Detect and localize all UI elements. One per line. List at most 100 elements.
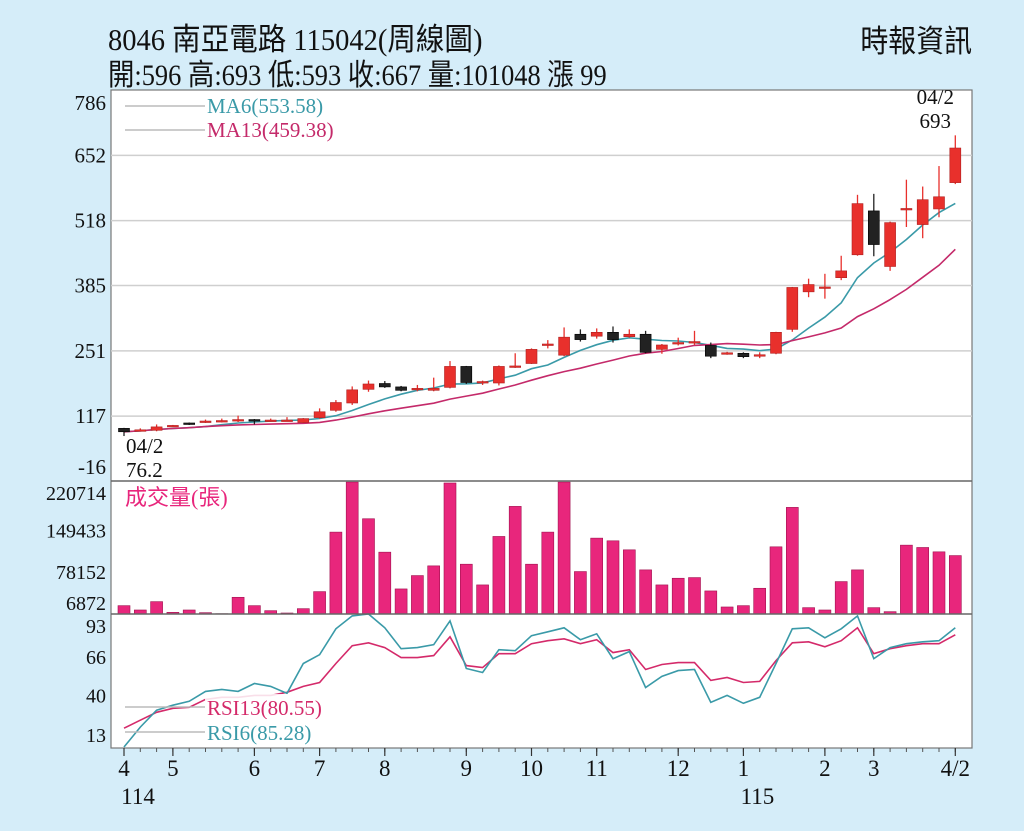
volume-bar	[851, 569, 864, 615]
volume-bar	[476, 584, 489, 615]
candle-body	[786, 287, 799, 330]
quote-summary: 開:596 高:693 低:593 收:667 量:101048 漲 99	[108, 59, 607, 92]
candle-body	[346, 389, 359, 404]
volume-bar	[688, 577, 701, 615]
candle-body	[851, 203, 864, 256]
volume-bar	[720, 606, 734, 615]
volume-bar	[508, 506, 522, 615]
volume-bar	[313, 591, 326, 615]
volume-tick-label: 78152	[56, 562, 106, 584]
candle-body	[444, 366, 456, 388]
price-tick-label: 786	[75, 91, 107, 115]
volume-bar	[427, 565, 441, 615]
candle-body	[704, 345, 717, 357]
volume-bar	[345, 481, 359, 615]
low-date-annotation: 04/2	[126, 434, 163, 458]
month-tick-label: 12	[667, 756, 690, 781]
chart-title: 8046 南亞電路 115042(周線圖)	[108, 22, 483, 57]
volume-bar	[834, 581, 848, 615]
candle-body	[802, 284, 815, 293]
volume-bar	[296, 608, 310, 615]
month-tick-label: 1	[738, 756, 750, 781]
volume-tick-label: 6872	[66, 593, 106, 615]
candle-body	[884, 222, 896, 267]
candle-body	[313, 411, 326, 418]
candle-body	[721, 352, 733, 355]
rsi-legend-label: RSI13(80.55)	[207, 696, 322, 720]
volume-bar	[525, 563, 538, 615]
rsi-legend-label: RSI6(85.28)	[207, 721, 311, 745]
volume-bar	[443, 482, 457, 615]
candle-body	[297, 418, 310, 423]
rsi-panel: RSI13(80.55)RSI6(85.28)	[123, 613, 956, 748]
month-tick-label: 10	[520, 756, 543, 781]
candle-body	[541, 343, 554, 346]
candle-body	[167, 425, 179, 428]
volume-bar	[541, 531, 555, 615]
candle-body	[949, 147, 962, 183]
candle-body	[330, 402, 342, 411]
volume-bar	[785, 507, 799, 615]
price-tick-label: 652	[75, 143, 107, 167]
low-value-annotation: 76.2	[126, 458, 163, 482]
rsi-tick-label: 13	[86, 725, 106, 747]
volume-bar	[639, 569, 652, 615]
chart-plot-area	[110, 89, 973, 749]
candle-body	[183, 422, 195, 425]
year-tick-label: 114	[121, 784, 155, 809]
volume-bar	[231, 596, 245, 615]
volume-bar	[329, 531, 343, 615]
volume-tick-label: 220714	[46, 483, 106, 505]
volume-tick-label: 149433	[46, 521, 106, 543]
ma-legend-label: MA13(459.38)	[207, 118, 334, 142]
month-tick-label: 7	[314, 756, 326, 781]
candle-body	[395, 386, 407, 391]
price-tick-label: -16	[78, 455, 106, 479]
candle-body	[819, 286, 831, 289]
volume-bar	[916, 547, 930, 615]
month-tick-label: 11	[586, 756, 608, 781]
rsi-legend-backdrop	[205, 694, 345, 718]
month-tick-label: 5	[167, 756, 179, 781]
volume-bar	[394, 588, 408, 615]
candle-body	[688, 341, 701, 344]
ma-legend-label: MA6(553.58)	[207, 94, 323, 118]
price-tick-label: 385	[75, 274, 107, 298]
ma6-line	[123, 202, 956, 433]
rsi-tick-label: 66	[86, 647, 106, 669]
month-tick-label: 8	[379, 756, 391, 781]
volume-bar	[655, 584, 669, 615]
candle-body	[509, 365, 522, 368]
candle-body	[248, 419, 261, 422]
candle-body	[607, 332, 619, 340]
candle-body	[656, 344, 668, 350]
price-tick-label: 117	[75, 404, 106, 428]
volume-panel: 成交量(張)	[117, 481, 962, 615]
candle-body	[476, 381, 489, 384]
candle-body	[933, 196, 945, 210]
price-tick-label: 251	[75, 339, 107, 363]
high-date-annotation: 04/2	[917, 85, 954, 109]
candle-body	[411, 388, 424, 391]
volume-bar	[867, 607, 881, 615]
volume-bar	[622, 549, 636, 615]
volume-bar	[802, 607, 815, 615]
candle-body	[835, 270, 848, 278]
volume-bar	[948, 555, 962, 615]
candle-body	[264, 419, 277, 422]
candle-body	[281, 419, 293, 422]
volume-bar	[704, 590, 718, 615]
rsi-tick-label: 40	[86, 685, 106, 707]
candle-body	[574, 333, 587, 340]
candle-body	[199, 420, 212, 423]
month-tick-label: 4	[118, 756, 130, 781]
candle-body	[216, 420, 228, 423]
candle-body	[134, 429, 147, 432]
volume-bar	[362, 518, 375, 615]
price-tick-label: 518	[75, 209, 107, 233]
candle-body	[150, 426, 163, 431]
volume-bar	[459, 563, 473, 615]
ma13-line	[123, 248, 956, 433]
